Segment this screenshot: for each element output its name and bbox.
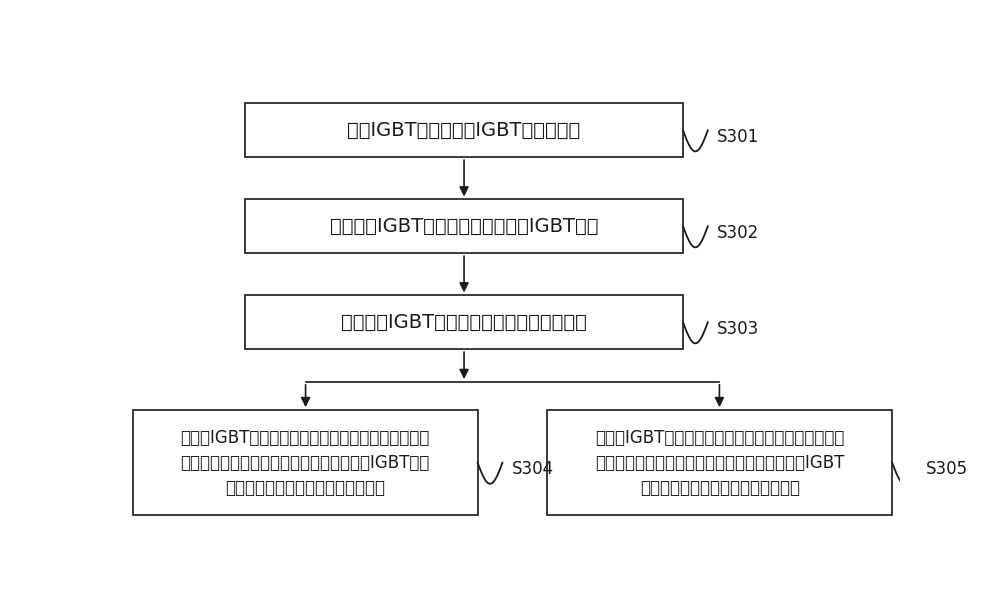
Text: 获取IGBT温度信息及IGBT占空比信息: 获取IGBT温度信息及IGBT占空比信息 <box>347 121 581 140</box>
Text: 当所述IGBT占空比信息超过所述第二阈值时，通过调
整所述分压二极管的分压，调整所述待调整IGBT电路
的驱动电压，并使所述驱动电流改变: 当所述IGBT占空比信息超过所述第二阈值时，通过调 整所述分压二极管的分压，调整… <box>180 429 430 497</box>
Text: S303: S303 <box>717 320 759 337</box>
Bar <box>245 199 683 253</box>
Text: S305: S305 <box>926 460 968 478</box>
Text: 根据所述IGBT温度信息确定待调整IGBT电路: 根据所述IGBT温度信息确定待调整IGBT电路 <box>330 217 598 236</box>
Text: 当所述IGBT占空比信息未超过所述第二阈值时，通过
调整所述第二驱动电阻的分流，调整所述待调整IGBT
电路的总电阻，使所述驱动电流改变: 当所述IGBT占空比信息未超过所述第二阈值时，通过 调整所述第二驱动电阻的分流，… <box>595 429 844 497</box>
Text: S302: S302 <box>717 224 759 241</box>
Bar <box>245 103 683 157</box>
Bar <box>133 410 478 516</box>
Text: S304: S304 <box>512 460 554 478</box>
Bar <box>245 295 683 349</box>
Text: 判断所述IGBT占空比信息是否超过第二阈值: 判断所述IGBT占空比信息是否超过第二阈值 <box>341 313 587 332</box>
Bar <box>547 410 892 516</box>
Text: S301: S301 <box>717 128 759 146</box>
